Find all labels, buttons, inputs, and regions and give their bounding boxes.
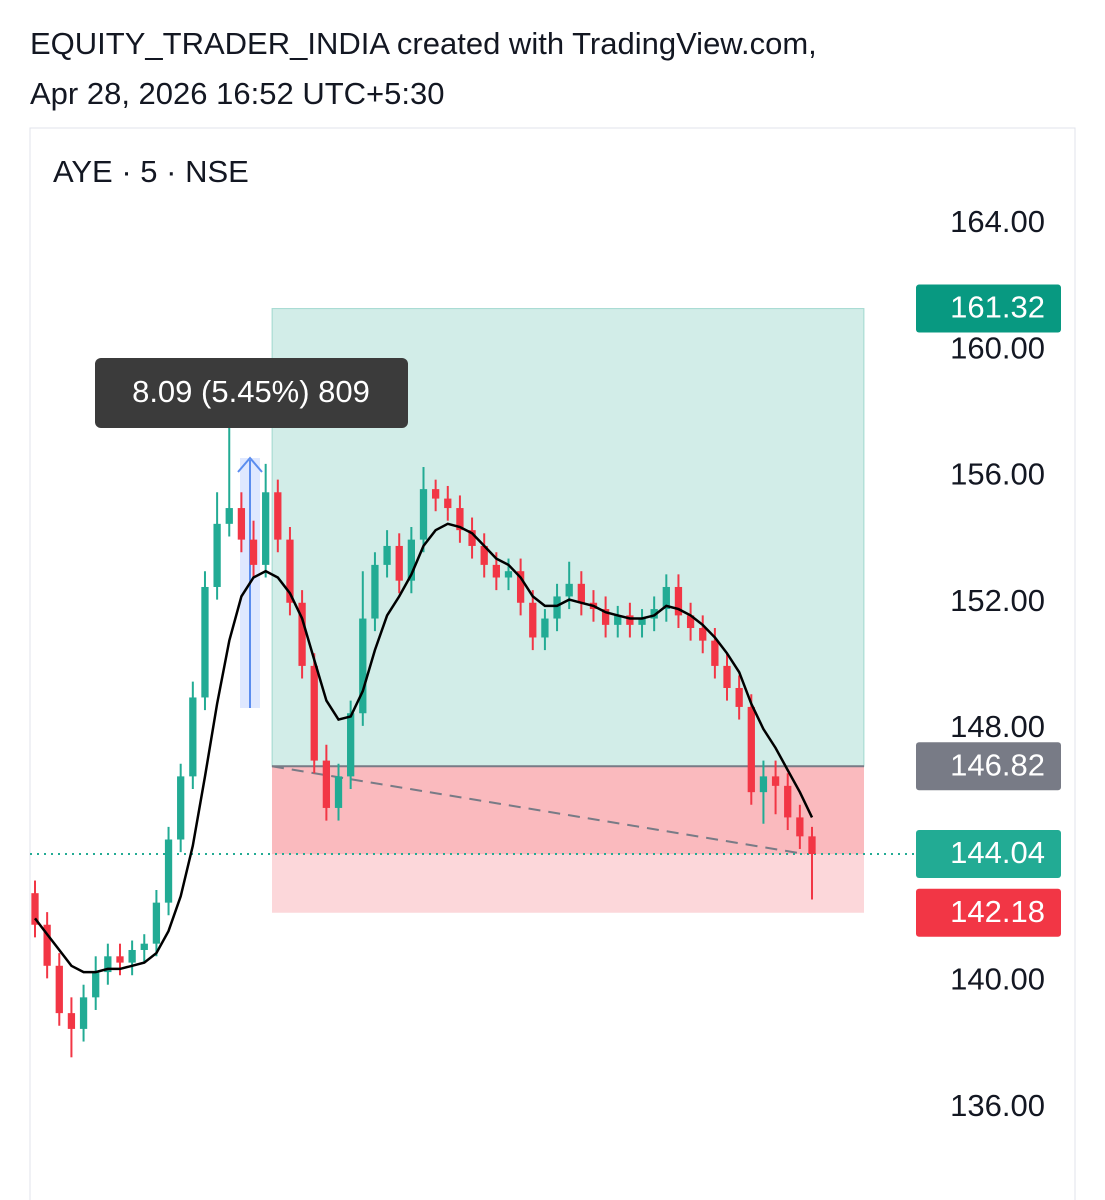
candle-body [104,956,112,973]
candle-body [334,776,343,808]
candle-body [796,817,804,837]
candle-body [626,615,634,625]
candle-body [164,839,173,903]
candle-body [674,586,683,616]
candle-body [711,640,719,666]
price-label-box [916,742,1061,791]
y-tick-label: 152.00 [950,583,1045,618]
measure-box [95,358,408,428]
candle-body [407,539,416,581]
candle-body [419,489,428,540]
candle-body [249,539,258,565]
candle-body [723,665,731,688]
candle-body [492,564,500,578]
candle-body [286,539,294,603]
candle-body [759,776,768,793]
candle-body [650,609,658,619]
candle-body [213,523,221,587]
candle-body [383,545,391,565]
candle-body [116,956,124,963]
price-label: 142.18 [950,894,1045,929]
price-label-box [916,284,1061,333]
candle-body [79,997,88,1029]
candle-body [771,776,780,786]
y-tick-label: 140.00 [950,962,1045,997]
candle-body [189,697,197,777]
candle-body [128,949,136,963]
candle-body [614,615,622,625]
price-label: 144.04 [950,835,1045,870]
candle-body [322,760,331,808]
candle-body [225,508,233,524]
y-tick-label: 148.00 [950,709,1045,744]
candle-body [638,618,646,625]
candle-body [177,776,185,840]
candle-body [55,965,63,1014]
price-label: 161.32 [950,290,1045,325]
candle-body [31,893,39,925]
candle-body [565,583,573,597]
y-tick-label: 136.00 [950,1088,1045,1123]
candle-body [92,972,100,998]
candle-body [310,665,318,761]
candle-body [553,596,561,619]
price-label-box [916,888,1061,937]
candle-body [431,489,440,499]
candle-body [67,1013,76,1029]
candle-body [262,492,270,565]
candle-body [699,628,707,641]
candle-body [601,609,610,625]
candle-body [541,618,549,638]
candle-body [43,924,51,966]
y-tick-label: 156.00 [950,457,1045,492]
candle-body [298,602,306,666]
pnl-line [271,765,806,856]
y-tick-label: 164.00 [950,204,1045,239]
candle-body [140,943,148,950]
candle-body [274,492,282,540]
candle-body [662,586,670,610]
price-label-box [916,830,1061,879]
symbol: AYE · 5 · NSE [53,154,249,189]
candle-body [468,530,476,546]
moving-average [34,522,814,974]
candle-body [577,583,585,603]
candle-body [747,706,755,793]
candle-body [456,508,464,531]
candle-body [686,615,695,629]
header-line: Apr 28, 2026 16:52 UTC+5:30 [30,76,444,111]
candle-body [237,508,246,540]
candle-body [201,586,209,698]
candle-body [516,571,525,603]
candle-body [371,564,379,619]
candle-body [444,498,452,509]
candle-body [347,713,355,777]
candle-body [480,545,488,565]
candle-body [784,785,792,818]
candle-body [395,545,403,581]
candle-body [152,902,161,944]
measure-label: 8.09 (5.45%) 809 [132,374,370,409]
candle-body [504,571,513,578]
header-line: EQUITY_TRADER_INDIA created with Trading… [30,26,817,61]
y-tick-label: 160.00 [950,330,1045,365]
candle-body [359,618,367,714]
price-label: 146.82 [950,747,1045,782]
candle-body [529,602,537,638]
candle-body [735,687,743,707]
candle-body [808,836,816,855]
